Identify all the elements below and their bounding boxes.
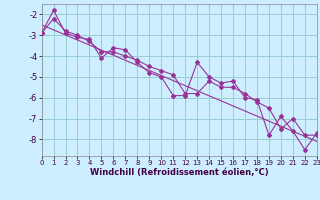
X-axis label: Windchill (Refroidissement éolien,°C): Windchill (Refroidissement éolien,°C)	[90, 168, 268, 177]
